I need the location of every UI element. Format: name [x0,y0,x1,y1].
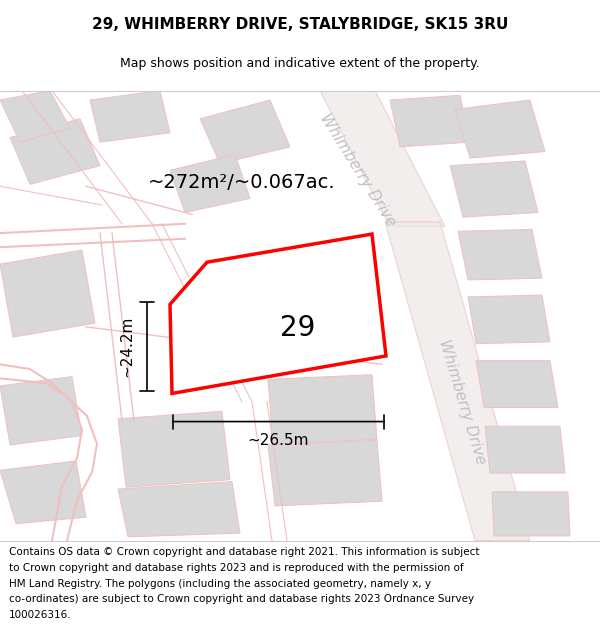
Polygon shape [170,154,250,212]
Text: co-ordinates) are subject to Crown copyright and database rights 2023 Ordnance S: co-ordinates) are subject to Crown copyr… [9,594,474,604]
Text: Contains OS data © Crown copyright and database right 2021. This information is : Contains OS data © Crown copyright and d… [9,548,479,558]
Polygon shape [450,161,538,217]
Text: HM Land Registry. The polygons (including the associated geometry, namely x, y: HM Land Registry. The polygons (includin… [9,579,431,589]
Text: 29, WHIMBERRY DRIVE, STALYBRIDGE, SK15 3RU: 29, WHIMBERRY DRIVE, STALYBRIDGE, SK15 3… [92,17,508,32]
Polygon shape [455,100,545,158]
Text: to Crown copyright and database rights 2023 and is reproduced with the permissio: to Crown copyright and database rights 2… [9,563,464,573]
Polygon shape [118,481,240,537]
Polygon shape [390,95,470,147]
Polygon shape [0,250,95,338]
Polygon shape [492,492,570,536]
Polygon shape [268,374,377,444]
Polygon shape [458,229,542,280]
Text: Whimberry Drive: Whimberry Drive [317,111,399,229]
Text: 100026316.: 100026316. [9,610,71,620]
Polygon shape [320,91,445,226]
Polygon shape [268,440,382,506]
Polygon shape [10,119,100,184]
Text: Whimberry Drive: Whimberry Drive [436,338,488,466]
Polygon shape [468,295,550,344]
Polygon shape [485,426,565,473]
Polygon shape [0,91,70,142]
Text: 29: 29 [280,314,316,342]
Polygon shape [90,91,170,142]
Polygon shape [200,100,290,164]
Polygon shape [118,411,230,488]
Text: ~26.5m: ~26.5m [248,432,309,447]
Polygon shape [170,234,386,394]
Text: ~272m²/~0.067ac.: ~272m²/~0.067ac. [148,173,336,192]
Text: Map shows position and indicative extent of the property.: Map shows position and indicative extent… [120,56,480,69]
Polygon shape [385,222,530,541]
Polygon shape [0,461,86,524]
Polygon shape [0,376,82,445]
Text: ~24.2m: ~24.2m [119,316,134,378]
Polygon shape [476,361,558,408]
